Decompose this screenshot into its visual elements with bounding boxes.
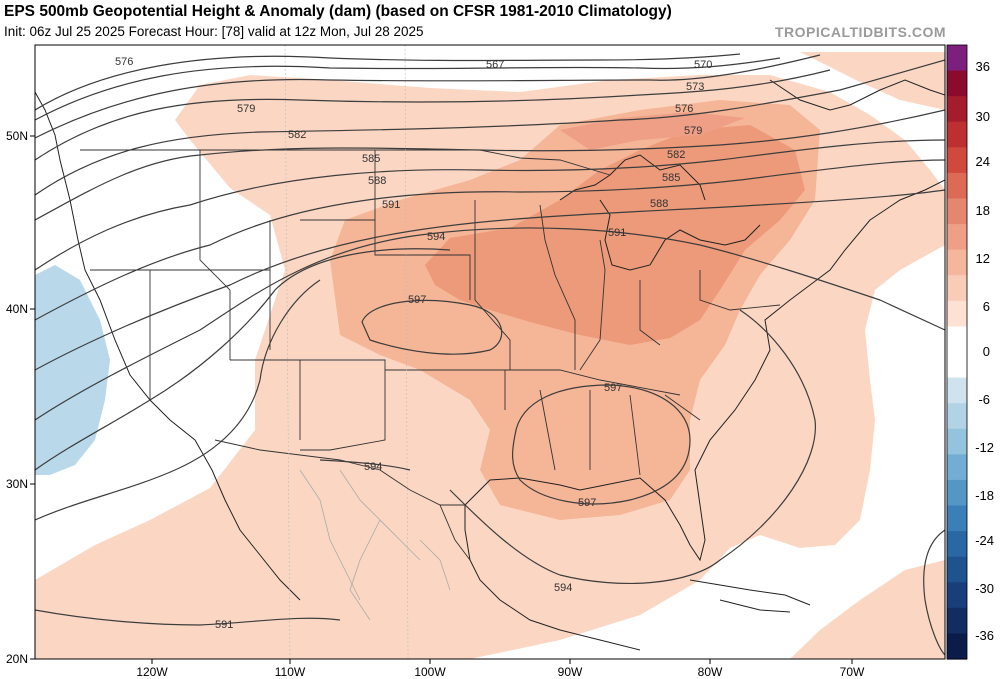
colorbar-label: 30 — [976, 109, 990, 124]
contour-label: 597 — [408, 294, 426, 306]
contour-labels: 567 570 573 576 576 579 579 582 582 585 … — [115, 56, 712, 631]
x-axis: 120W 110W 100W 90W 80W 70W — [136, 659, 865, 679]
y-tick-label: 50N — [6, 129, 28, 143]
x-tick-label: 80W — [698, 665, 723, 679]
x-tick-label: 120W — [136, 665, 168, 679]
contour-label: 576 — [675, 103, 693, 115]
contour-label: 591 — [215, 619, 233, 631]
colorbar-swatch — [947, 300, 967, 328]
coastline-layer — [35, 79, 945, 651]
contour-label: 591 — [608, 227, 626, 239]
mexico-borders — [299, 469, 451, 621]
colorbar-swatch — [947, 224, 967, 251]
colorbar-swatch — [947, 147, 967, 174]
colorbar-label: -24 — [975, 533, 994, 548]
colorbar-label: -6 — [978, 392, 990, 407]
x-tick-label: 70W — [840, 665, 865, 679]
border-layer — [80, 149, 781, 561]
contour-label: 591 — [382, 199, 400, 211]
x-tick-label: 90W — [558, 665, 583, 679]
colorbar-swatch — [947, 607, 967, 635]
colorbar-swatch — [947, 198, 967, 225]
colorbar-label: -12 — [975, 440, 994, 455]
anomaly-negative-pacific — [35, 265, 110, 475]
colorbar-swatch — [947, 556, 967, 583]
height-contours — [35, 53, 945, 656]
contour-label: 582 — [667, 149, 685, 161]
colorbar-label: 6 — [983, 299, 990, 314]
colorbar-swatch — [947, 70, 967, 97]
colorbar-frame — [946, 44, 968, 660]
anomaly-positive-dark-ne — [560, 112, 745, 150]
colorbar: 36 30 24 18 12 6 0 -6 -12 -18 -24 -30 -3… — [946, 44, 994, 660]
colorbar-label: 36 — [976, 59, 990, 74]
contour-label: 570 — [694, 59, 712, 71]
colorbar-label: 0 — [983, 344, 990, 359]
colorbar-label: 24 — [976, 154, 990, 169]
contour-label: 588 — [650, 198, 668, 210]
contour-label: 594 — [554, 582, 572, 594]
y-axis: 50N 40N 30N 20N — [6, 129, 35, 666]
colorbar-swatch — [947, 403, 967, 430]
colorbar-swatch — [947, 352, 967, 379]
contour-label: 585 — [362, 153, 380, 165]
anomaly-positive-dark — [425, 125, 805, 345]
colorbar-swatch — [947, 377, 967, 404]
colorbar-swatch — [947, 479, 967, 507]
colorbar-swatch — [947, 531, 967, 558]
contour-label: 594 — [427, 231, 445, 243]
contour-label: 573 — [686, 81, 704, 93]
contour-label: 585 — [662, 172, 680, 184]
contour-label: 594 — [364, 461, 382, 473]
contour-label: 582 — [288, 129, 306, 141]
contour-label: 597 — [578, 497, 596, 509]
anomaly-positive-light-se — [790, 560, 945, 659]
contour-label: 597 — [604, 382, 622, 394]
y-tick-label: 40N — [6, 302, 28, 316]
colorbar-swatch — [947, 326, 967, 353]
colorbar-swatch — [947, 121, 967, 148]
colorbar-swatch — [947, 172, 967, 200]
chart-subtitle: Init: 06z Jul 25 2025 Forecast Hour: [78… — [4, 24, 424, 39]
colorbar-label: -18 — [975, 488, 994, 503]
contour-label: 588 — [368, 175, 386, 187]
colorbar-label: 12 — [976, 251, 990, 266]
chart-title: EPS 500mb Geopotential Height & Anomaly … — [4, 3, 672, 20]
map-frame — [34, 44, 946, 660]
contour-label: 567 — [486, 59, 504, 71]
map-panel: 567 570 573 576 576 579 579 582 582 585 … — [35, 45, 945, 659]
contour-label: 576 — [115, 56, 133, 68]
contour-label: 579 — [237, 103, 255, 115]
colorbar-label: 18 — [976, 203, 990, 218]
x-tick-label: 110W — [275, 665, 306, 679]
colorbar-label: -30 — [975, 581, 994, 596]
colorbar-swatch — [947, 454, 967, 481]
colorbar-swatch — [947, 45, 967, 72]
credit-watermark: TROPICALTIDBITS.COM — [774, 24, 946, 40]
colorbar-swatch — [947, 96, 967, 123]
y-tick-label: 20N — [6, 652, 28, 666]
contour-label: 579 — [684, 125, 702, 137]
y-tick-label: 30N — [6, 477, 28, 491]
colorbar-swatch — [947, 275, 967, 302]
colorbar-swatch — [947, 633, 967, 660]
x-tick-label: 100W — [414, 665, 446, 679]
colorbar-swatches — [947, 45, 967, 660]
colorbar-swatch — [947, 505, 967, 532]
colorbar-swatch — [947, 428, 967, 455]
colorbar-swatch — [947, 249, 967, 276]
colorbar-swatch — [947, 582, 967, 609]
colorbar-label: -36 — [975, 628, 994, 643]
